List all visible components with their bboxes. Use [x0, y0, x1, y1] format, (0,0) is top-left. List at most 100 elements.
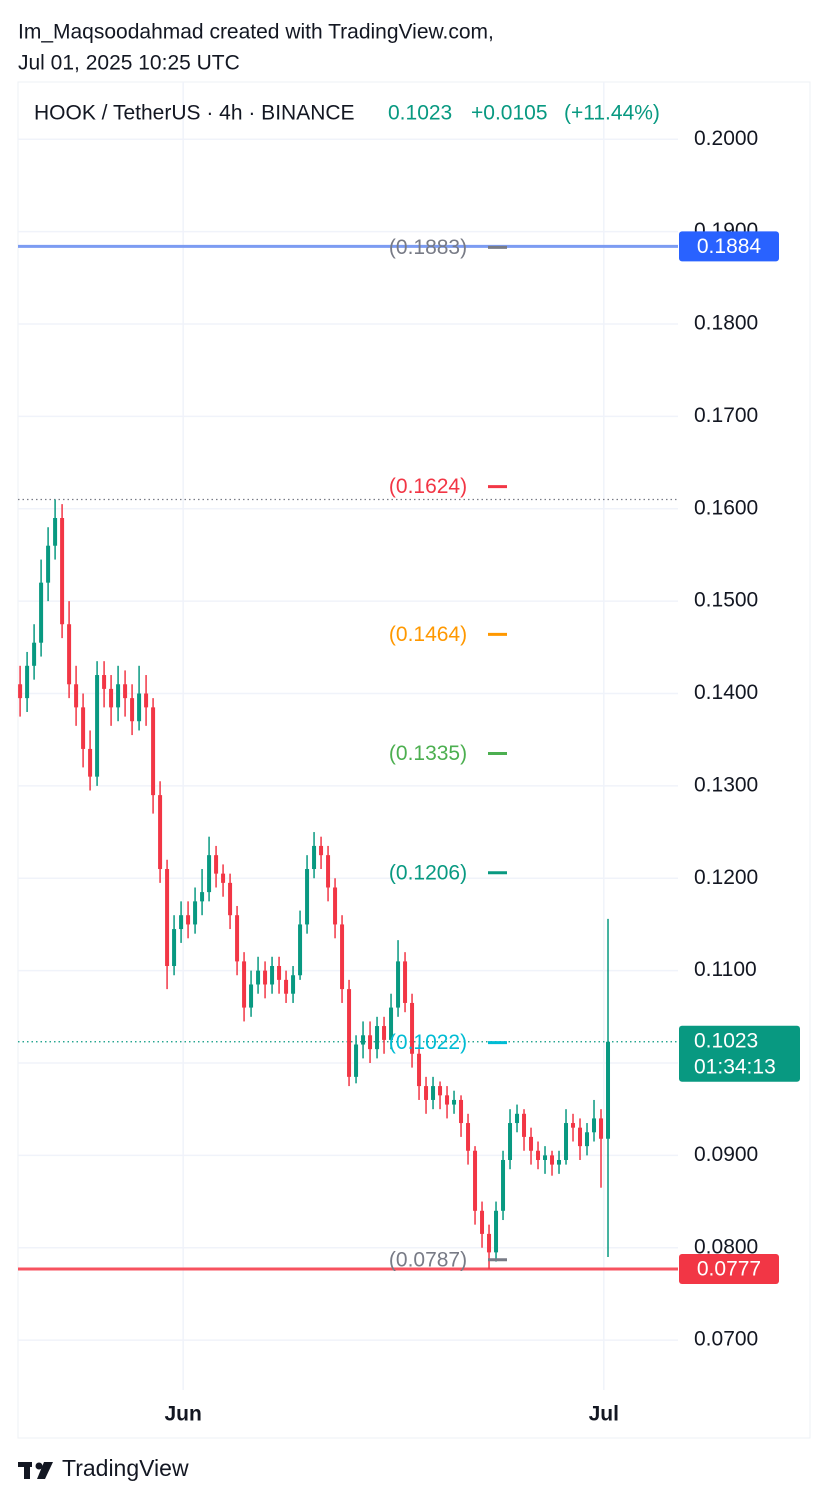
- candle-body: [529, 1136, 534, 1151]
- candle-body: [578, 1127, 583, 1147]
- candle-body: [270, 966, 275, 985]
- levels: [18, 244, 678, 1271]
- candle-body: [396, 961, 401, 1008]
- price-box-label: 0.0777: [697, 1258, 761, 1281]
- candle-body: [354, 1044, 359, 1077]
- candle-body: [109, 688, 114, 708]
- y-tick-label: 0.0700: [694, 1328, 758, 1351]
- candle-body: [95, 675, 100, 777]
- fib-label: (0.0787): [389, 1248, 467, 1271]
- candle-body: [214, 855, 219, 874]
- candle-body: [550, 1155, 555, 1165]
- candle-body: [46, 545, 51, 583]
- candle-body: [368, 1035, 373, 1050]
- timestamp: Jul 01, 2025 10:25 UTC: [18, 52, 240, 75]
- x-tick-label: Jun: [165, 1403, 202, 1426]
- candle-body: [235, 915, 240, 962]
- fib-label: (0.1022): [389, 1031, 467, 1054]
- candle-body: [179, 915, 184, 930]
- y-tick-label: 0.1600: [694, 496, 758, 519]
- candle-body: [431, 1086, 436, 1100]
- candle-body: [599, 1118, 604, 1139]
- candle-body: [123, 684, 128, 699]
- legend-change: +0.0105: [471, 102, 548, 125]
- y-tick-label: 0.0900: [694, 1143, 758, 1166]
- candle-body: [263, 970, 268, 985]
- candle-body: [277, 966, 282, 980]
- candle-body: [39, 582, 44, 643]
- candle-body: [186, 915, 191, 925]
- candle-body: [522, 1113, 527, 1137]
- chart-frame: [17, 81, 811, 1439]
- candle-body: [53, 518, 58, 546]
- candle-body: [193, 901, 198, 925]
- candle-body: [480, 1210, 485, 1234]
- candle-body: [200, 892, 205, 902]
- candle-body: [60, 518, 65, 625]
- candle-body: [592, 1118, 597, 1133]
- price-box: [679, 231, 779, 262]
- candle-body: [25, 665, 30, 699]
- candle-body: [116, 684, 121, 708]
- candle-body: [130, 698, 135, 722]
- fib-label: (0.1335): [389, 742, 467, 765]
- y-tick-label: 0.1700: [694, 404, 758, 427]
- candle-body: [564, 1123, 569, 1160]
- legend-symbol: HOOK / TetherUS · 4h · BINANCE: [34, 102, 355, 125]
- candle-body: [298, 924, 303, 976]
- candle-body: [571, 1123, 576, 1128]
- candle-body: [67, 624, 72, 685]
- candle-body: [466, 1123, 471, 1151]
- candle-body: [319, 845, 324, 856]
- candle-body: [501, 1159, 506, 1211]
- y-tick-label: 0.1200: [694, 866, 758, 889]
- candle-body: [291, 975, 296, 994]
- candle-body: [18, 684, 23, 699]
- candle-body: [494, 1210, 499, 1253]
- countdown: 01:34:13: [694, 1055, 776, 1078]
- x-tick-label: Jul: [589, 1403, 619, 1426]
- candle-body: [312, 845, 317, 870]
- candle-body: [424, 1086, 429, 1100]
- fib-label: (0.1206): [389, 861, 467, 884]
- candle-body: [74, 684, 79, 708]
- candle-body: [88, 748, 93, 777]
- brand-name: TradingView: [62, 1455, 189, 1481]
- y-tick-label: 0.1300: [694, 773, 758, 796]
- candle-body: [165, 869, 170, 967]
- candle-body: [221, 873, 226, 883]
- candle-body: [207, 855, 212, 893]
- price-box-label: 0.1884: [697, 235, 762, 258]
- attribution: Im_Maqsoodahmad created with TradingView…: [18, 21, 494, 44]
- candle-body: [102, 675, 107, 689]
- legend-last: 0.1023: [388, 102, 452, 125]
- price-box: [679, 1253, 779, 1284]
- candle-body: [305, 869, 310, 925]
- candle-body: [508, 1123, 513, 1160]
- candle-body: [249, 984, 254, 1008]
- candle-body: [438, 1086, 443, 1096]
- last-price-label: 0.1023: [694, 1029, 758, 1052]
- candle-body: [487, 1233, 492, 1253]
- candle-body: [536, 1150, 541, 1160]
- fib-label: (0.1624): [389, 475, 467, 498]
- candle-body: [557, 1159, 562, 1165]
- y-tick-label: 0.1800: [694, 312, 758, 335]
- candle-body: [361, 1035, 366, 1045]
- overlay: 0.1884 0.0777 (0.1883) (0.1624) (0.1464) (0.1…: [389, 231, 800, 1284]
- candle-body: [459, 1099, 464, 1124]
- candle-body: [144, 693, 149, 708]
- y-tick-label: 0.1400: [694, 681, 758, 704]
- candle-body: [543, 1155, 548, 1160]
- candle-body: [417, 1053, 422, 1087]
- candle-body: [410, 1002, 415, 1054]
- candle-body: [256, 970, 261, 985]
- candle-body: [515, 1113, 520, 1124]
- candle-body: [284, 979, 289, 994]
- candle-body: [445, 1095, 450, 1105]
- last-price-box: [679, 1025, 800, 1082]
- candle-body: [347, 989, 352, 1077]
- candle-body: [151, 707, 156, 796]
